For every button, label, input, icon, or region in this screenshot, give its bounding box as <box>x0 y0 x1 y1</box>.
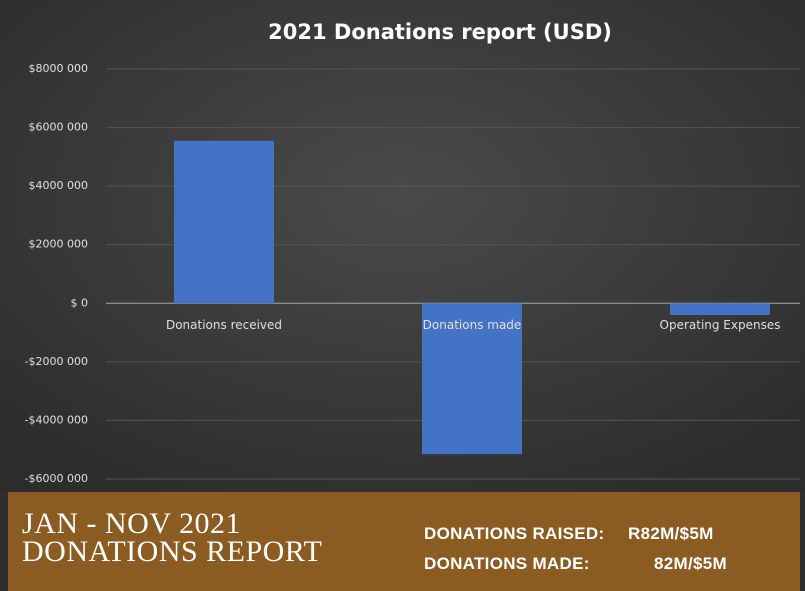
bar <box>670 303 770 315</box>
x-tick-label: Donations made <box>423 318 522 332</box>
x-tick-label: Operating Expenses <box>660 318 781 332</box>
bar <box>174 140 274 304</box>
y-tick-label: -$6000 000 <box>25 472 88 485</box>
y-tick-label: $ 0 <box>71 296 89 309</box>
y-tick-label: -$4000 000 <box>25 413 88 426</box>
chart-title: 2021 Donations report (USD) <box>268 20 612 44</box>
stat-value: 82M/$5M <box>654 554 727 573</box>
stat-label: DONATIONS RAISED: <box>424 524 605 543</box>
banner-title: DONATIONS REPORT <box>22 535 323 568</box>
x-tick-label: Donations received <box>166 318 282 332</box>
bar <box>422 303 522 455</box>
y-tick-label: $4000 000 <box>29 179 89 192</box>
y-tick-label: -$2000 000 <box>25 355 88 368</box>
y-tick-label: $6000 000 <box>29 121 89 134</box>
banner: JAN - NOV 2021 DONATIONS REPORT DONATION… <box>8 492 800 591</box>
stat-value: R82M/$5M <box>628 524 714 543</box>
chart-background <box>0 0 805 492</box>
y-tick-label: $2000 000 <box>29 238 89 251</box>
chart: 2021 Donations report (USD) -$6000 000 -$… <box>0 0 805 492</box>
y-tick-label: $8000 000 <box>29 62 89 75</box>
banner-title: JAN - NOV 2021 <box>22 507 241 540</box>
stat-label: DONATIONS MADE: <box>424 554 590 573</box>
